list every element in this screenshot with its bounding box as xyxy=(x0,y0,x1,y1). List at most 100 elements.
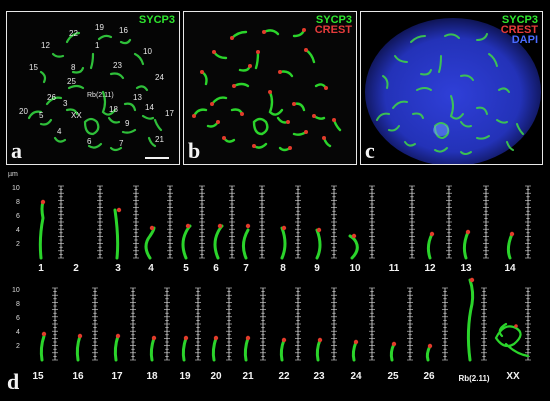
karyotype-label: XX xyxy=(506,371,520,382)
centromere xyxy=(217,223,223,229)
sc-26 xyxy=(45,96,63,106)
chromosome-number: 21 xyxy=(155,135,164,144)
y-tick: 8 xyxy=(16,199,20,206)
chromosome-number: 16 xyxy=(119,26,128,35)
centromere xyxy=(429,231,435,237)
bivalent xyxy=(315,338,322,362)
karyotype-label: 18 xyxy=(146,371,158,382)
centromere xyxy=(185,223,191,229)
panel-c-spread xyxy=(365,18,541,164)
karyotype-label: 20 xyxy=(210,371,222,382)
chromosome-number: XX xyxy=(71,111,82,120)
y-tick: 2 xyxy=(16,241,20,248)
karyotype-label: 3 xyxy=(115,263,121,274)
karyotype-label: 13 xyxy=(460,263,472,274)
centromere xyxy=(391,341,397,347)
chromosome-number: 22 xyxy=(69,29,78,38)
bivalent xyxy=(38,200,45,260)
marker-crest-label: CREST xyxy=(500,24,538,36)
bivalent xyxy=(466,278,475,362)
sc-19 xyxy=(97,34,113,41)
centromere xyxy=(115,333,121,339)
bivalent xyxy=(211,336,218,362)
karyotype-label: 17 xyxy=(111,371,123,382)
panel-d-letter: d xyxy=(7,369,20,394)
centromere xyxy=(41,331,47,337)
centromere xyxy=(245,223,251,229)
sc-rb xyxy=(101,90,117,116)
sc-9 xyxy=(121,128,137,134)
karyotype-label: 10 xyxy=(349,263,361,274)
centromere xyxy=(183,335,189,341)
sc-24 xyxy=(135,85,149,92)
sc-22 xyxy=(65,31,81,44)
centromere xyxy=(316,227,322,233)
centromere xyxy=(116,207,122,213)
karyotype-label: 24 xyxy=(350,371,362,382)
panel-c: SYCP3 CREST DAPI c xyxy=(360,11,543,165)
sc-10 xyxy=(133,52,145,66)
bivalent xyxy=(280,226,287,260)
chromosome-number: 12 xyxy=(41,41,50,50)
centromere xyxy=(427,343,433,349)
chromosome-number: 19 xyxy=(95,23,104,32)
bivalent xyxy=(113,334,120,362)
bivalent xyxy=(39,334,46,362)
chromosome-number: 4 xyxy=(57,127,62,136)
marker-sycp3-label: SYCP3 xyxy=(501,14,538,26)
centromere xyxy=(514,324,518,328)
chromosome-number: 5 xyxy=(39,111,44,120)
y-tick: 6 xyxy=(16,213,20,220)
sc-23 xyxy=(109,72,125,80)
sc-7 xyxy=(109,146,123,152)
chromosome-number: 15 xyxy=(29,63,38,72)
sc-25 xyxy=(67,84,85,90)
bivalent xyxy=(144,226,156,260)
bivalent xyxy=(75,334,82,362)
centromere xyxy=(213,335,219,341)
y-tick: 2 xyxy=(16,343,20,350)
chromosome-number: 26 xyxy=(47,93,56,102)
chromosome-number: 23 xyxy=(113,61,122,70)
centromere xyxy=(351,233,357,239)
panel-b-spread xyxy=(192,28,342,152)
karyotype-label: 12 xyxy=(424,263,436,274)
karyotype-label: 23 xyxy=(313,371,325,382)
sc-8 xyxy=(71,66,85,74)
panel-c-letter: c xyxy=(365,138,375,163)
chromosome-number: 24 xyxy=(155,73,164,82)
sc-16 xyxy=(119,38,132,45)
bivalent xyxy=(181,336,188,362)
sc-4 xyxy=(53,136,67,143)
chromosome-number: 1 xyxy=(95,41,100,50)
y-tick: 8 xyxy=(16,301,20,308)
y-tick: 6 xyxy=(16,315,20,322)
chromosome-number: 10 xyxy=(143,47,152,56)
karyotype-label: Rb(2.11) xyxy=(458,374,490,383)
sc-12 xyxy=(51,52,65,58)
karyotype-label: 2 xyxy=(73,263,79,274)
karyotype-label: 1 xyxy=(38,263,44,274)
bivalent xyxy=(279,338,286,362)
sc-3 xyxy=(65,108,79,116)
centromere xyxy=(465,229,471,235)
karyotype-label: 7 xyxy=(243,263,249,274)
dapi-nucleus xyxy=(365,18,541,164)
bivalent xyxy=(315,228,322,260)
karyotype-label: 6 xyxy=(213,263,219,274)
sc-14 xyxy=(141,114,155,120)
bivalent xyxy=(426,232,434,260)
bivalent xyxy=(113,208,120,260)
karyotype-label: 5 xyxy=(183,263,189,274)
y-tick: 10 xyxy=(12,287,20,294)
karyotype-label: 26 xyxy=(423,371,435,382)
panel-b: SYCP3 CREST b xyxy=(183,11,357,165)
karyotype-label: 15 xyxy=(32,371,44,382)
centromere xyxy=(40,199,46,205)
chromosome-number: 17 xyxy=(165,109,174,118)
centromere xyxy=(149,225,155,231)
bivalent xyxy=(462,230,470,260)
marker-crest-label: CREST xyxy=(314,24,352,36)
